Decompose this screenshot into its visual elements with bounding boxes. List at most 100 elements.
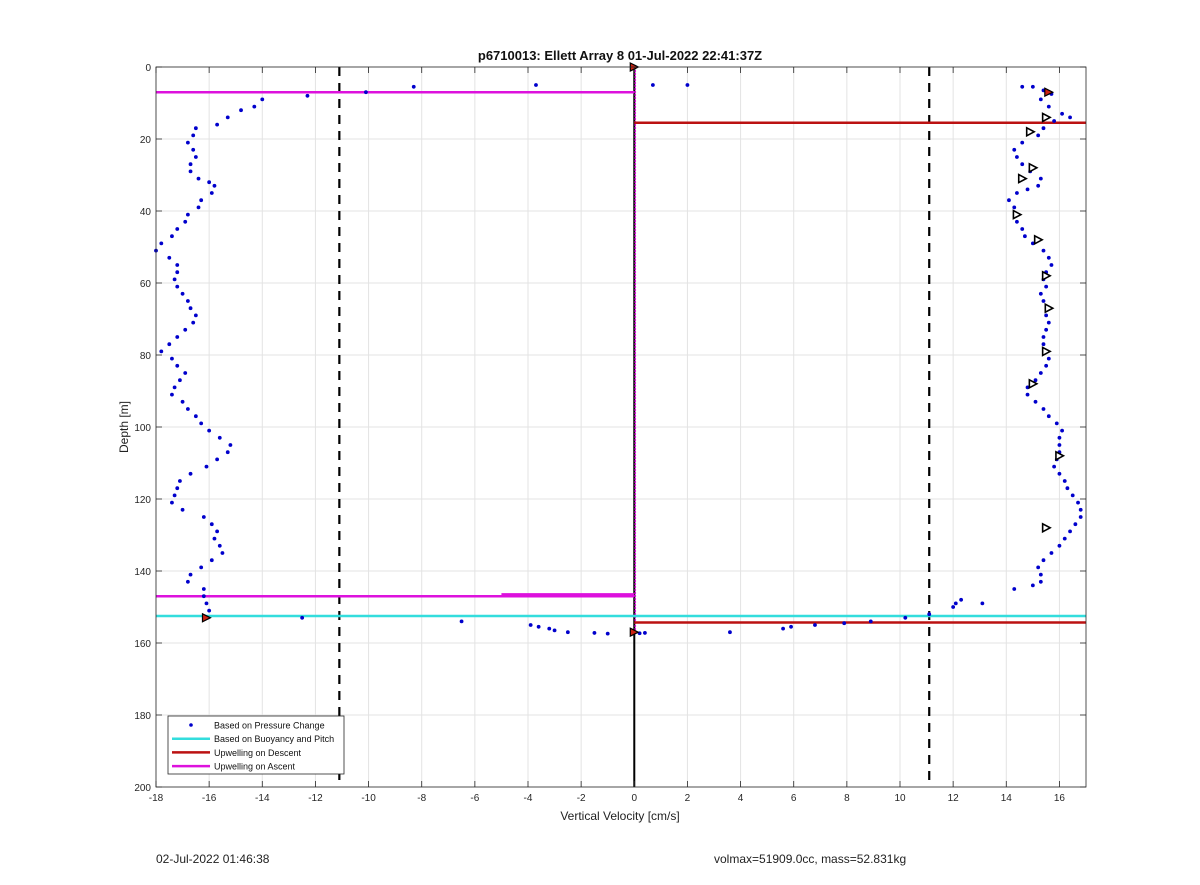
x-tick-label: 12: [948, 793, 960, 804]
pressure-change-point: [868, 619, 873, 624]
pressure-change-point: [180, 399, 185, 404]
triangle-marker: [1041, 112, 1052, 123]
pressure-change-point: [175, 270, 180, 275]
pressure-change-point: [650, 83, 655, 87]
x-tick-label: -4: [524, 793, 533, 804]
pressure-change-point: [1025, 187, 1030, 192]
pressure-change-point: [217, 543, 222, 548]
pressure-change-point: [180, 507, 185, 512]
pressure-change-point: [1054, 421, 1059, 426]
pressure-change-point: [1020, 84, 1025, 89]
triangle-marker: [1041, 270, 1052, 282]
pressure-change-point: [207, 608, 212, 613]
pressure-change-point: [1044, 284, 1049, 289]
pressure-change-point: [605, 631, 610, 636]
pressure-change-point: [1038, 176, 1043, 181]
pressure-change-point: [1060, 111, 1064, 116]
pressure-change-point: [178, 378, 182, 383]
legend-label: Upwelling on Ascent: [214, 762, 296, 772]
pressure-change-point: [199, 565, 204, 570]
pressure-change-point: [175, 263, 180, 267]
pressure-change-point: [209, 558, 214, 563]
pressure-change-point: [191, 320, 196, 325]
y-tick-label: 0: [145, 63, 151, 74]
pressure-change-point: [167, 255, 172, 260]
pressure-change-point: [364, 90, 368, 95]
legend-swatch: [189, 723, 193, 727]
pressure-change-point: [260, 97, 265, 102]
pressure-change-point: [1057, 443, 1062, 447]
y-tick-label: 140: [134, 567, 151, 578]
pressure-change-point: [196, 205, 201, 210]
pressure-change-point: [185, 140, 190, 145]
pressure-change-point: [196, 176, 201, 181]
pressure-change-point: [1041, 407, 1046, 411]
pressure-change-point: [215, 529, 220, 534]
pressure-change-point: [1025, 392, 1030, 397]
chart-title: p6710013: Ellett Array 8 01-Jul-2022 22:…: [478, 48, 762, 63]
pressure-change-point: [188, 169, 193, 174]
pressure-change-point: [789, 624, 793, 629]
pressure-change-point: [172, 493, 177, 498]
pressure-change-point: [728, 630, 732, 635]
pressure-change-point: [215, 122, 220, 127]
x-axis-label: Vertical Velocity [cm/s]: [560, 809, 679, 823]
pressure-change-point: [1052, 119, 1057, 123]
legend-label: Upwelling on Descent: [214, 748, 302, 758]
x-tick-label: -18: [149, 793, 164, 804]
pressure-change-point: [1076, 500, 1080, 505]
y-tick-label: 200: [134, 783, 151, 794]
pressure-change-point: [1020, 162, 1025, 167]
pressure-change-point: [183, 327, 188, 332]
triangle-marker: [1025, 126, 1036, 138]
pressure-change-point: [170, 356, 174, 361]
pressure-change-point: [170, 500, 174, 505]
pressure-change-point: [180, 291, 185, 296]
pressure-change-point: [1020, 140, 1025, 145]
pressure-change-point: [191, 147, 196, 152]
pressure-change-point: [175, 227, 180, 231]
pressure-change-point: [209, 522, 214, 527]
pressure-change-point: [1062, 536, 1067, 541]
pressure-change-point: [193, 313, 198, 318]
pressure-change-point: [183, 371, 188, 375]
pressure-change-point: [1033, 399, 1038, 404]
pressure-change-point: [1025, 385, 1030, 390]
pressure-change-point: [170, 392, 174, 397]
legend-box: [167, 715, 345, 775]
y-tick-label: 160: [134, 639, 151, 650]
pressure-change-point: [1068, 115, 1072, 120]
pressure-change-point: [159, 349, 164, 354]
pressure-change-point: [188, 572, 193, 577]
pressure-change-point: [459, 619, 464, 624]
legend-label: Based on Pressure Change: [214, 721, 325, 731]
pressure-change-point: [528, 623, 533, 627]
x-tick-label: -14: [255, 793, 270, 804]
pressure-change-point: [927, 612, 932, 617]
triangle-marker: [1041, 346, 1052, 357]
pressure-change-point: [175, 284, 180, 289]
pressure-change-point: [1041, 335, 1046, 339]
x-tick-label: 16: [1054, 793, 1066, 804]
pressure-change-point: [1020, 227, 1025, 231]
pressure-change-point: [1012, 587, 1017, 591]
triangle-marker: [1012, 209, 1023, 220]
pressure-change-point: [1007, 198, 1011, 203]
pressure-change-point: [159, 241, 164, 246]
axes-layer: -18 -16 -14 -12 -10 -8 -6 -4 -2 0 2 4 6 8 10 12 14 160204…: [134, 63, 1087, 804]
pressure-change-point: [167, 342, 172, 347]
triangle-marker: [1028, 162, 1039, 174]
pressure-change-point: [201, 587, 206, 591]
event-marker: [1044, 87, 1055, 98]
pressure-change-point: [1041, 299, 1046, 303]
pressure-change-point: [953, 601, 958, 606]
pressure-change-point: [185, 212, 190, 217]
pressure-change-point: [1038, 97, 1043, 102]
pressure-change-point: [592, 631, 597, 635]
pressure-change-point: [201, 594, 206, 599]
x-tick-label: -12: [308, 793, 323, 804]
pressure-change-point: [1065, 486, 1070, 491]
x-tick-label: 6: [791, 793, 797, 804]
triangle-marker: [1041, 522, 1052, 534]
pressure-change-point: [1038, 579, 1043, 584]
